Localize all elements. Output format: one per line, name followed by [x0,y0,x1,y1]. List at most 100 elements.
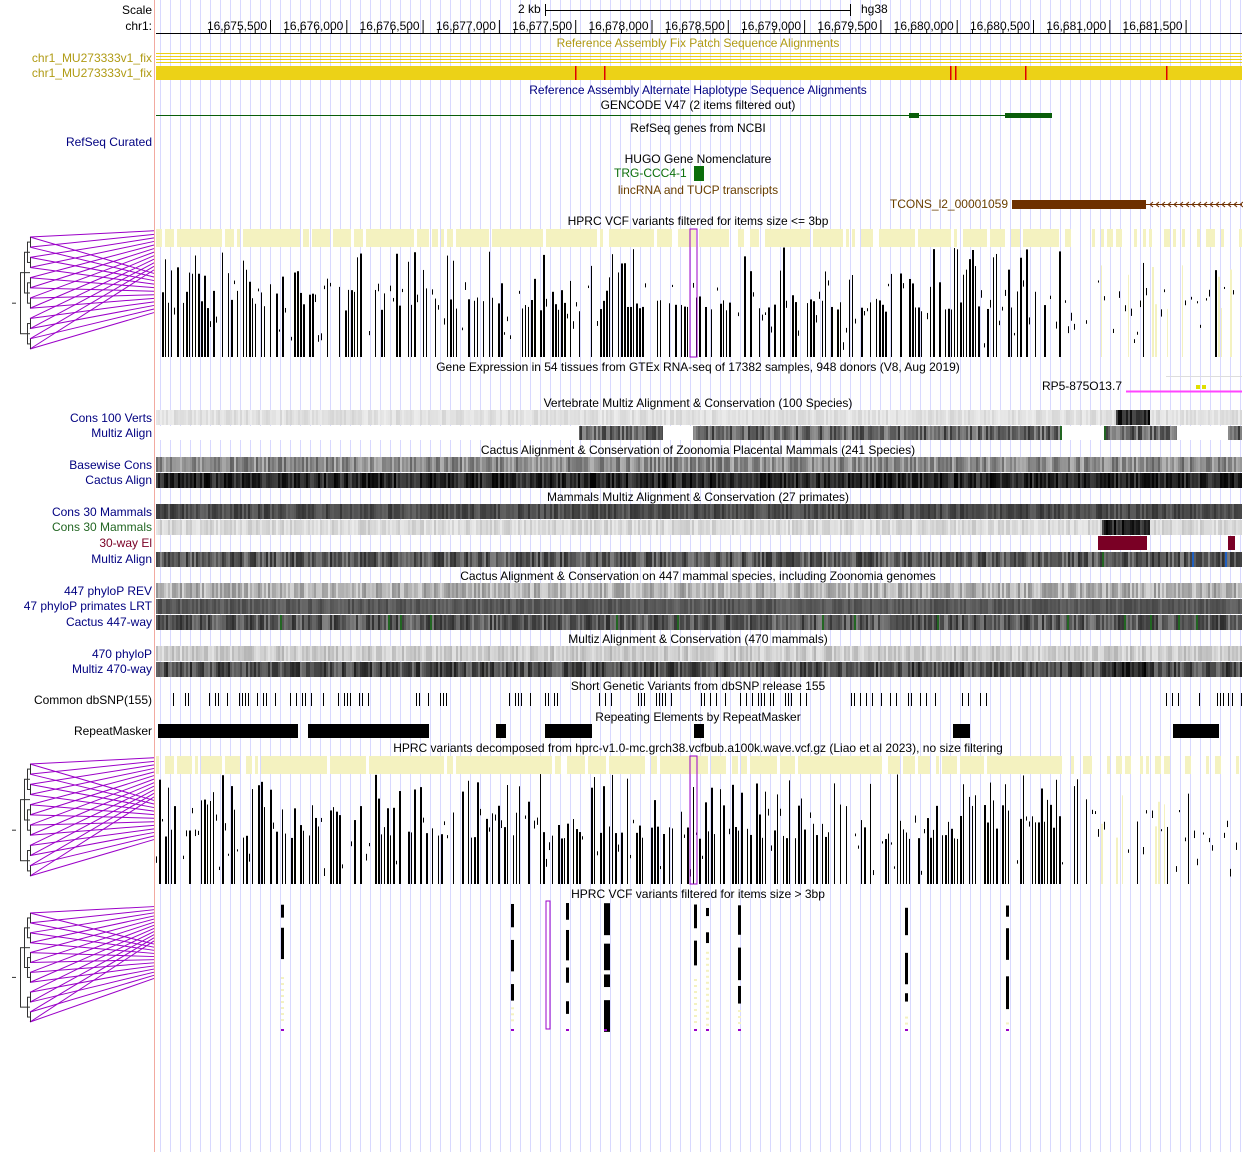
vert-align-cell [804,426,806,440]
cactus447-rev-cell [440,583,442,598]
vert-cons-cell [1100,410,1102,425]
vert-cons-cell [760,410,762,425]
vert-align-cell [868,426,870,440]
cactus447-rev-cell [728,583,730,598]
cactus447-rev-cell [342,583,344,598]
mammals-cons2-cell [552,520,554,535]
cactus241-cons-cell [926,457,928,472]
variant-dot [1068,326,1069,334]
mammals-align-cell [292,552,294,567]
cactus241-cons-cell [540,457,542,472]
mammals-align-cell [912,552,914,567]
cactus241-cons-cell [806,457,808,472]
mammals-cons1-cell [852,504,854,519]
cactus447-rev-cell [702,583,704,598]
cactus241-cons-cell [312,457,314,472]
mammals-align-cell [748,552,750,567]
vert-cons-cell [784,410,786,425]
mammals-cons1-cell [654,504,656,519]
mammals-cons2-cell [1220,520,1222,535]
mammals-cons1-cell [524,504,526,519]
cactus447-rev-cell [592,583,594,598]
mammals-cons1-cell [564,504,566,519]
vert-align-cell [884,426,886,440]
mammals-align-cell [230,552,232,567]
mammals-align-cell [466,552,468,567]
cactus241-align-cell [400,473,402,488]
mammals-cons1-cell [418,504,420,519]
vert-align-cell [794,426,796,440]
mammals-align-cell [1008,552,1010,567]
variant-column [840,302,841,357]
vertical-grid-lines [160,0,1241,1152]
mammals-cons1-cell [1208,504,1210,519]
variant-column [162,292,164,357]
variant-ref-cell [339,229,342,247]
vert-cons-cell [752,410,754,425]
mammals-cons1-cell [892,504,894,519]
vert-cons-cell [160,410,162,425]
mammals-cons2-cell [538,520,540,535]
cactus241-align-cell [992,473,994,488]
cactus241-cons-cell [238,457,240,472]
cactus241-align-cell [748,473,750,488]
vert-align-cell [1020,426,1022,440]
mammals-cons1-cell [400,504,402,519]
cactus241-align-cell [384,473,386,488]
mammals-align-cell [200,552,202,567]
mammals-cons1-cell [618,504,620,519]
vert-cons-cell [716,410,718,425]
mammals-cons2-cell [312,520,314,535]
variant-ref-cell [909,229,912,247]
cactus241-cons-cell [1136,457,1138,472]
mammals-cons1-cell [782,504,784,519]
mammals-align-cell [786,552,788,567]
vert-align-cell [894,426,896,440]
mammals-cons2-cell [674,520,676,535]
variant-column [300,292,302,357]
cactus241-cons-cell [680,457,682,472]
cactus241-align-cell [498,473,500,488]
vert-cons-cell [1050,410,1052,425]
cactus447-rev-cell [796,583,798,598]
mammals-cons2-cell [318,520,320,535]
cactus241-align-cell [178,473,180,488]
cactus241-align-cell [668,473,670,488]
mammals-align-cell [634,552,636,567]
vert-cons-cell [670,410,672,425]
vert-cons-cell [1206,410,1208,425]
cactus447-rev-cell [386,583,388,598]
vert-cons-cell [1168,410,1170,425]
haplotype-connector [29,240,155,269]
mammals-cons1-cell [208,504,210,519]
vert-cons-cell [788,410,790,425]
vert-align-cell [904,426,906,440]
vert-align-cell [996,426,998,440]
vert-cons-cell [894,410,896,425]
mammals-cons1-cell [582,504,584,519]
cactus447-rev-cell [812,583,814,598]
vert-cons-cell [980,410,982,425]
mammals-cons2-cell [666,520,668,535]
mammals-cons1-cell [540,504,542,519]
cactus241-align-cell [282,473,284,488]
variant-column [408,261,409,357]
variant-column [681,304,682,357]
mammals-cons2-cell [924,520,926,535]
variant-column [198,273,200,357]
mammals-cons2-cell [624,520,626,535]
mammals-cons2-cell [316,520,318,535]
cactus241-align-cell [236,473,238,488]
vert-cons-cell [186,410,188,425]
haplotype-connector [29,267,155,285]
mammals-cons1-cell [674,504,676,519]
variant-column [213,290,215,357]
cactus241-cons-cell [434,457,436,472]
cactus241-align-cell [446,473,448,488]
variant-column [555,304,557,357]
vert-cons-cell [362,410,364,425]
cactus241-cons-cell [1006,457,1008,472]
cactus447-rev-cell [216,583,218,598]
